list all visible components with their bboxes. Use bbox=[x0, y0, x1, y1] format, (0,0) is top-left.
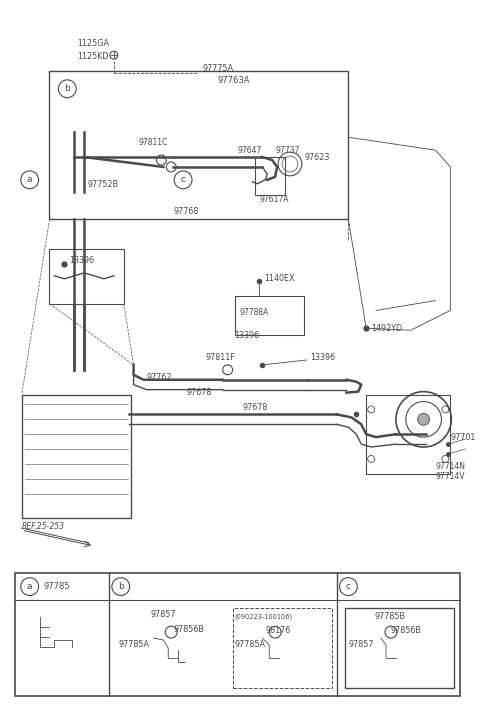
Text: 97768: 97768 bbox=[173, 207, 199, 216]
Text: a: a bbox=[27, 175, 33, 185]
Text: 97785: 97785 bbox=[44, 582, 70, 591]
Text: (090223-100106): (090223-100106) bbox=[235, 613, 293, 620]
Text: 97762: 97762 bbox=[146, 373, 172, 382]
Text: b: b bbox=[118, 582, 124, 591]
Text: 97714N: 97714N bbox=[435, 462, 466, 471]
Text: 98176: 98176 bbox=[265, 626, 290, 635]
Text: 97617A: 97617A bbox=[259, 195, 289, 204]
Circle shape bbox=[418, 413, 430, 425]
Bar bbox=[49, 71, 348, 219]
Text: 1125GA: 1125GA bbox=[77, 39, 109, 48]
Text: 97857: 97857 bbox=[150, 610, 176, 619]
Text: 97678: 97678 bbox=[242, 403, 268, 412]
Text: 1492YD: 1492YD bbox=[371, 324, 402, 333]
Text: 97737: 97737 bbox=[275, 146, 300, 155]
Bar bbox=[346, 608, 454, 687]
Text: 97785A: 97785A bbox=[119, 640, 150, 648]
Text: 97763A: 97763A bbox=[218, 77, 250, 85]
Text: REF.25-253: REF.25-253 bbox=[22, 522, 65, 530]
Text: 97788A: 97788A bbox=[240, 308, 269, 317]
Text: 97811F: 97811F bbox=[206, 354, 236, 363]
Bar bbox=[255, 157, 285, 195]
Text: 97785A: 97785A bbox=[235, 640, 265, 648]
Bar bbox=[366, 395, 450, 474]
Text: 97714V: 97714V bbox=[435, 472, 465, 481]
Text: 1140EX: 1140EX bbox=[264, 274, 295, 283]
Text: 97775A: 97775A bbox=[203, 65, 234, 73]
Bar bbox=[22, 395, 131, 518]
Text: c: c bbox=[180, 175, 186, 185]
Text: b: b bbox=[64, 84, 70, 93]
Text: 13396: 13396 bbox=[235, 331, 260, 339]
Text: 97678: 97678 bbox=[186, 388, 212, 397]
Text: 97647: 97647 bbox=[238, 146, 262, 155]
Text: 97785B: 97785B bbox=[374, 612, 405, 621]
Text: 97701: 97701 bbox=[450, 432, 476, 442]
Bar bbox=[49, 249, 124, 304]
Text: a: a bbox=[27, 582, 33, 591]
Text: 97857: 97857 bbox=[348, 640, 374, 648]
Text: 1125KD: 1125KD bbox=[77, 52, 109, 60]
Text: 97856B: 97856B bbox=[173, 625, 204, 633]
Text: 97811C: 97811C bbox=[139, 138, 168, 147]
Text: 97623: 97623 bbox=[305, 153, 330, 162]
Text: 13396: 13396 bbox=[69, 256, 95, 266]
Bar bbox=[235, 295, 304, 335]
Bar bbox=[15, 573, 460, 697]
Bar bbox=[233, 608, 332, 687]
Text: 97856B: 97856B bbox=[391, 626, 422, 635]
Text: 13396: 13396 bbox=[310, 354, 335, 363]
Text: 97752B: 97752B bbox=[87, 180, 118, 190]
Text: c: c bbox=[346, 582, 351, 591]
